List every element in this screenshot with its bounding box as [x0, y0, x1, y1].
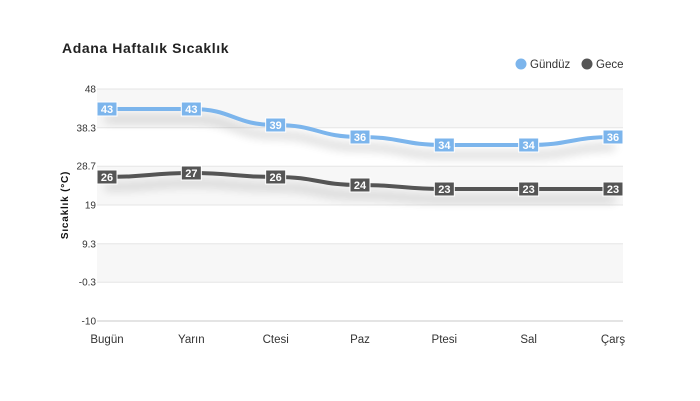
- data-label-box: [180, 165, 202, 181]
- data-label-box: [602, 129, 624, 145]
- chart-title: Adana Haftalık Sıcaklık: [62, 40, 229, 56]
- data-label-box: [180, 101, 202, 117]
- data-label: 23: [518, 181, 540, 197]
- x-tick-label: Bugün: [90, 334, 123, 346]
- data-label: 36: [602, 129, 624, 145]
- data-label-box: [349, 177, 371, 193]
- plot-band: [97, 205, 623, 244]
- data-label-text: 27: [185, 168, 197, 180]
- data-label-text: 43: [185, 104, 197, 116]
- y-tick-label: -10: [82, 317, 97, 328]
- data-label: 26: [96, 169, 118, 185]
- x-tick-label: Yarın: [178, 334, 205, 346]
- data-label-box: [96, 169, 118, 185]
- plot-band: [97, 243, 623, 283]
- plot-bands: [97, 89, 623, 321]
- data-label-box: [96, 101, 118, 117]
- data-label-box: [602, 181, 624, 197]
- data-label: 34: [518, 137, 540, 153]
- data-label: 43: [96, 101, 118, 117]
- y-tick-label: 19: [85, 201, 97, 212]
- data-label-text: 26: [270, 172, 282, 184]
- data-label: 23: [602, 181, 624, 197]
- data-label-text: 36: [607, 132, 619, 144]
- y-tick-label: 38.3: [77, 123, 97, 134]
- y-tick-label: -0.3: [79, 278, 97, 289]
- data-label: 39: [265, 117, 287, 133]
- legend-label-gunduz: Gündüz: [530, 59, 571, 71]
- x-tick-label: Sal: [520, 334, 537, 346]
- data-label: 43: [180, 101, 202, 117]
- data-label-text: 43: [101, 104, 113, 116]
- x-tick-label: Paz: [350, 334, 370, 346]
- y-axis-ticks: 48 38.3 28.7 19 9.3 -0.3 -10: [77, 85, 97, 328]
- data-label: 34: [433, 137, 455, 153]
- y-tick-label: 9.3: [82, 239, 96, 250]
- x-tick-label: Ptesi: [432, 334, 458, 346]
- legend-label-gece: Gece: [596, 59, 624, 71]
- data-label-text: 24: [354, 180, 367, 192]
- legend-item-gunduz[interactable]: Gündüz: [515, 58, 571, 72]
- data-label-text: 34: [523, 140, 536, 152]
- data-label-box: [265, 117, 287, 133]
- data-label-text: 36: [354, 132, 366, 144]
- legend-marker-gunduz: [515, 58, 527, 70]
- data-label: 24: [349, 177, 371, 193]
- data-label-text: 39: [270, 120, 282, 132]
- data-label: 23: [433, 181, 455, 197]
- legend-item-gece[interactable]: Gece: [581, 58, 624, 72]
- data-label-box: [265, 169, 287, 185]
- data-label: 27: [180, 165, 202, 181]
- data-label-text: 23: [607, 184, 619, 196]
- data-label-box: [518, 181, 540, 197]
- data-label: 36: [349, 129, 371, 145]
- x-tick-label: Çarş: [601, 334, 626, 346]
- x-axis-ticks: Bugün Yarın Ctesi Paz Ptesi Sal Çarş: [90, 334, 625, 346]
- data-label-box: [433, 137, 455, 153]
- y-tick-label: 48: [85, 85, 97, 96]
- data-label-box: [518, 137, 540, 153]
- data-labels: 43 43 39 36 34 34 36 26 27 26 24 23 23 23: [96, 101, 624, 197]
- y-axis-label: Sıcaklık (°C): [60, 171, 71, 239]
- legend-marker-gece: [581, 58, 593, 70]
- data-label-box: [433, 181, 455, 197]
- data-label-text: 23: [523, 184, 535, 196]
- data-label-text: 34: [438, 140, 451, 152]
- data-label-text: 23: [438, 184, 450, 196]
- x-tick-label: Ctesi: [263, 334, 289, 346]
- legend: Gündüz Gece: [515, 58, 624, 72]
- plot-band: [97, 282, 623, 321]
- y-tick-label: 28.7: [77, 162, 97, 173]
- data-label: 26: [265, 169, 287, 185]
- data-label-box: [349, 129, 371, 145]
- data-label-text: 26: [101, 172, 113, 184]
